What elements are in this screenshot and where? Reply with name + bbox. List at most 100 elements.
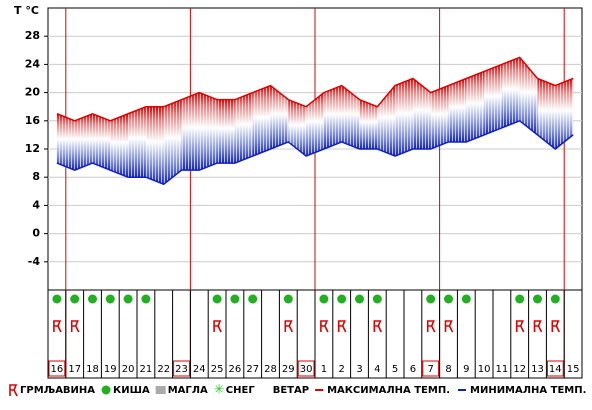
temp-line — [56, 119, 574, 186]
day-label: 30 — [300, 364, 313, 375]
legend-label: МИНИМАЛНА ТЕМП. — [470, 385, 586, 396]
temp-line — [56, 56, 574, 122]
y-tick-label: 8 — [32, 170, 40, 183]
rain-icon — [70, 294, 80, 304]
y-tick-label: 4 — [32, 198, 40, 211]
temp-hatch — [484, 64, 502, 135]
temp-hatch — [430, 85, 449, 149]
rain-icon — [212, 294, 222, 304]
day-label: 22 — [157, 364, 170, 375]
temp-hatch — [56, 113, 75, 171]
rain-icon — [230, 294, 240, 304]
thunder-icon — [53, 320, 62, 333]
day-label: 26 — [229, 364, 242, 375]
temp-hatch — [501, 57, 520, 128]
temp-hatch — [288, 99, 307, 157]
temp-hatch — [323, 85, 342, 149]
temp-hatch — [270, 85, 289, 149]
day-label: 28 — [264, 364, 277, 375]
day-label: 14 — [549, 364, 562, 375]
thunder-icon — [426, 320, 436, 333]
temp-hatch — [110, 113, 129, 178]
thunder-icon — [515, 320, 525, 333]
rain-icon — [52, 294, 62, 304]
day-label: 1 — [321, 364, 327, 375]
rain-icon — [123, 294, 133, 304]
date-highlight — [48, 360, 66, 377]
temp-hatch — [163, 99, 182, 185]
temp-hatch — [537, 78, 556, 149]
thunder-icon — [444, 320, 454, 333]
rain-icon — [355, 294, 364, 304]
temp-hatch — [234, 92, 253, 164]
day-label: 8 — [445, 364, 451, 375]
date-highlight — [422, 360, 440, 377]
day-label: 10 — [478, 364, 491, 375]
y-tick-label: 0 — [32, 227, 40, 240]
day-label: 7 — [428, 364, 434, 375]
day-label: 19 — [104, 364, 117, 375]
thunder-icon — [551, 320, 561, 333]
thunder-icon — [213, 320, 222, 333]
rain-icon — [444, 294, 453, 304]
day-label: 21 — [140, 364, 153, 375]
day-label: 3 — [356, 364, 362, 375]
day-label: 17 — [68, 364, 81, 375]
temp-hatch — [341, 85, 360, 149]
rain-icon — [337, 294, 347, 304]
day-label: 11 — [496, 364, 509, 375]
date-highlight — [173, 360, 190, 377]
temp-hatch — [555, 78, 574, 149]
temp-hatch — [306, 92, 324, 157]
temp-hatch — [448, 78, 467, 142]
temp-hatch — [92, 113, 111, 171]
y-axis-label: T °C — [14, 4, 39, 17]
temp-hatch — [359, 99, 378, 149]
thunder-icon — [533, 320, 543, 333]
rain-icon — [372, 294, 382, 304]
temp-hatch — [252, 85, 271, 157]
rain-icon — [426, 294, 436, 304]
temp-hatch — [395, 78, 413, 157]
rain-icon — [283, 294, 293, 304]
day-label: 24 — [193, 364, 206, 375]
date-highlight — [546, 360, 564, 377]
rain-icon — [550, 294, 560, 304]
temp-hatch — [128, 106, 146, 178]
y-tick-label: 28 — [25, 29, 40, 42]
temp-hatch — [377, 85, 396, 157]
thunder-icon — [373, 320, 383, 333]
legend-label: ВЕТАР — [273, 385, 309, 396]
thunder-icon — [337, 320, 347, 333]
y-tick-label: 12 — [25, 142, 40, 155]
legend-label: МАГЛА — [168, 385, 208, 396]
rain-icon — [141, 294, 151, 304]
legend-label: КИША — [113, 385, 150, 396]
legend-label: МАКСИМАЛНА ТЕМП. — [327, 385, 450, 396]
thunder-icon — [284, 320, 294, 333]
thunder-icon — [9, 384, 18, 397]
day-label: 13 — [531, 364, 544, 375]
rain-icon — [319, 294, 329, 304]
snow-icon: ✳ — [214, 383, 225, 398]
rain-icon — [248, 294, 258, 304]
day-label: 5 — [392, 364, 398, 375]
rain-icon — [88, 294, 97, 304]
thunder-icon — [320, 320, 329, 333]
temp-hatch — [181, 92, 200, 171]
rain-icon — [461, 294, 471, 304]
day-label: 15 — [567, 364, 580, 375]
y-tick-label: 20 — [25, 86, 41, 99]
temp-hatch — [466, 71, 485, 142]
y-tick-label: -4 — [28, 255, 41, 268]
day-label: 12 — [513, 364, 526, 375]
thunder-icon — [70, 320, 80, 333]
temp-hatch — [217, 99, 235, 164]
day-label: 4 — [374, 364, 380, 375]
day-label: 27 — [246, 364, 259, 375]
temp-hatch — [74, 113, 93, 171]
day-label: 2 — [339, 364, 345, 375]
temp-hatch — [412, 78, 431, 149]
rain-icon — [533, 294, 542, 304]
